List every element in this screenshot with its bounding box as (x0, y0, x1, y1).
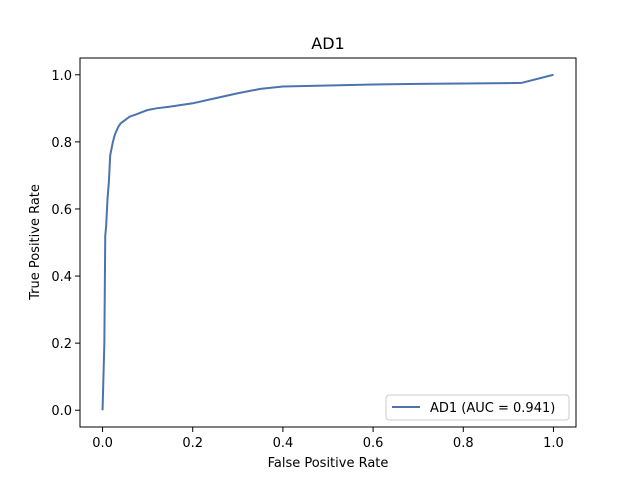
x-tick-label: 1.0 (543, 436, 564, 451)
y-axis: 0.0 0.2 0.4 0.6 0.8 1.0 (51, 69, 80, 419)
y-tick-label: 0.8 (51, 136, 72, 151)
x-tick-label: 0.2 (182, 436, 203, 451)
y-tick-label: 0.6 (51, 203, 72, 218)
x-tick-label: 0.4 (273, 436, 294, 451)
y-tick-label: 0.0 (51, 404, 72, 419)
y-tick-label: 0.4 (51, 270, 72, 285)
x-tick-label: 0.6 (363, 436, 384, 451)
legend-box (385, 394, 570, 421)
x-tick-label: 0.0 (92, 436, 113, 451)
legend-label: AD1 (AUC = 0.941) (430, 401, 555, 416)
x-axis: 0.0 0.2 0.4 0.6 0.8 1.0 (92, 427, 564, 451)
x-axis-label: False Positive Rate (268, 456, 389, 471)
y-axis-label: True Positive Rate (28, 184, 43, 301)
y-tick-label: 0.2 (51, 337, 72, 352)
legend: AD1 (AUC = 0.941) (385, 394, 570, 421)
y-tick-label: 1.0 (51, 69, 72, 84)
roc-curve-line (101, 73, 554, 411)
chart-title: AD1 (311, 34, 344, 53)
plot-area (79, 57, 577, 428)
x-tick-label: 0.8 (453, 436, 474, 451)
